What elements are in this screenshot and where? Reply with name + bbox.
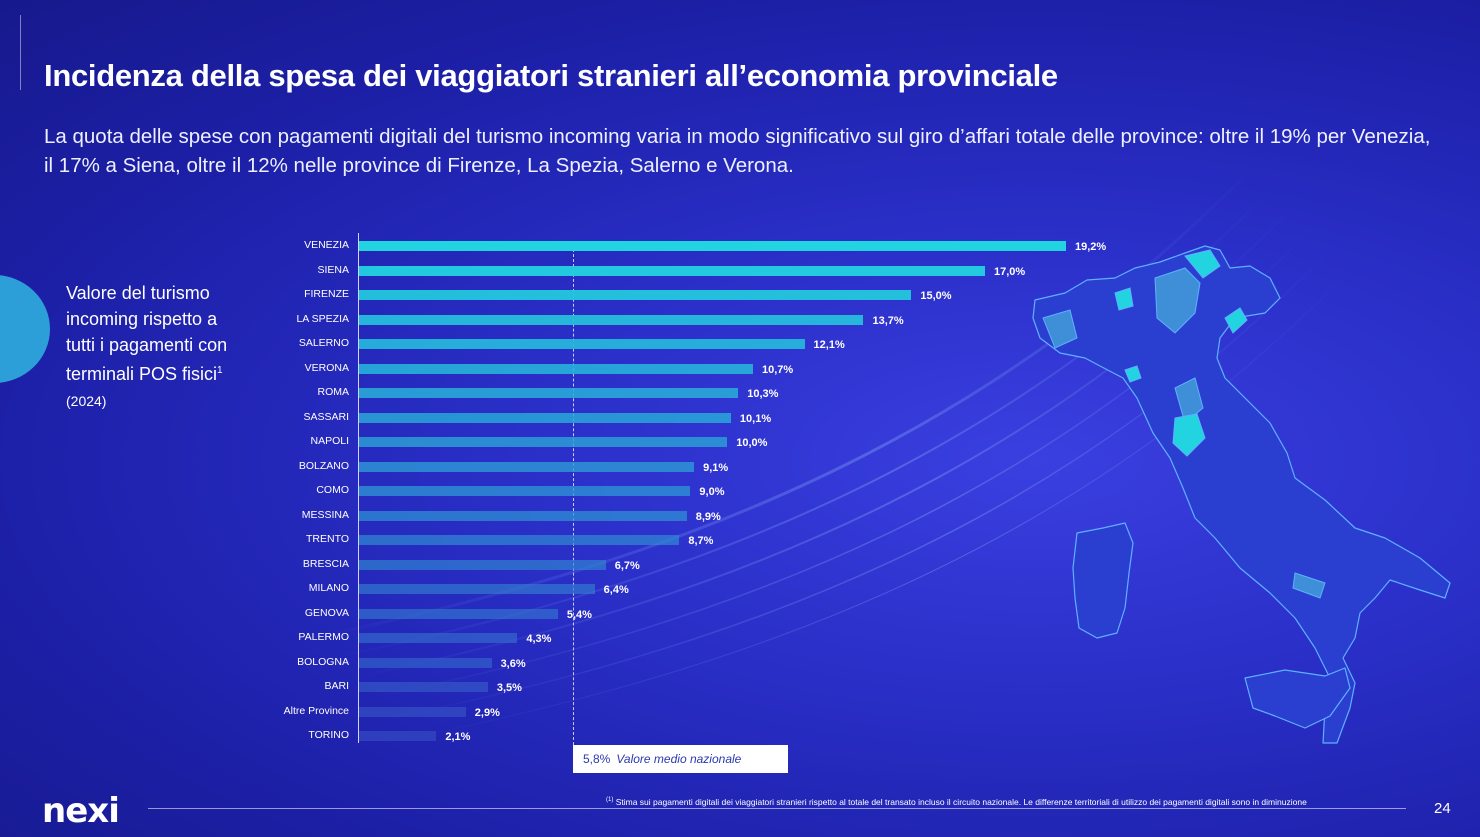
map-highlight-south (1292, 572, 1326, 599)
side-description-year: (2024) (66, 393, 107, 409)
bar (359, 510, 687, 521)
footnote-text: Stima sui pagamenti digitali dei viaggia… (615, 797, 1307, 807)
value-label: 8,9% (695, 510, 721, 523)
map-sicily (1244, 667, 1351, 729)
bar (359, 731, 437, 741)
category-label: Altre Province (283, 704, 349, 717)
bar (359, 682, 488, 692)
footnote: (1) Stima sui pagamenti digitali dei via… (606, 797, 1307, 807)
category-label: COMO (316, 484, 349, 496)
side-description-main: Valore del turismo incoming rispetto a t… (66, 283, 228, 384)
value-label: 19,2% (1075, 241, 1107, 253)
value-label: 2,1% (445, 731, 471, 743)
map-bolzano (1184, 249, 1221, 279)
value-label: 3,6% (500, 657, 526, 670)
bar (359, 388, 739, 398)
footnote-ref: 1 (217, 365, 223, 376)
bar (359, 437, 728, 447)
category-label: SALERNO (298, 337, 349, 349)
category-label: NAPOLI (310, 435, 349, 447)
map-highlight-center (1174, 377, 1204, 424)
value-label: 13,7% (872, 314, 904, 327)
average-legend-box: 5,8% Valore medio nazionale (573, 745, 788, 773)
side-description: Valore del turismo incoming rispetto a t… (66, 280, 241, 414)
category-label: TRENTO (306, 533, 349, 545)
category-label: ROMA (317, 386, 350, 398)
value-label: 6,7% (614, 559, 640, 572)
value-label: 12,1% (813, 339, 845, 351)
bar (359, 241, 1066, 251)
category-label: BOLZANO (298, 459, 349, 472)
bar (359, 486, 691, 496)
page-title: Incidenza della spesa dei viaggiatori st… (44, 58, 1058, 93)
bar (359, 584, 595, 594)
bar (359, 633, 518, 643)
footnote-marker: (1) (606, 797, 614, 804)
category-label: VENEZIA (304, 239, 349, 251)
category-label: MESSINA (301, 508, 349, 521)
chart-axis (358, 233, 359, 743)
bar (359, 657, 492, 668)
value-label: 3,5% (496, 682, 522, 694)
italy-map (1032, 245, 1451, 744)
category-label: FIRENZE (304, 288, 349, 300)
bar (359, 535, 680, 545)
map-highlight-north (1154, 267, 1201, 334)
bar (359, 412, 731, 423)
value-label: 15,0% (920, 290, 952, 302)
map-sardinia (1072, 522, 1134, 639)
page-subtitle: La quota delle spese con pagamenti digit… (44, 125, 1431, 177)
bar (359, 339, 805, 349)
category-label: PALERMO (298, 631, 349, 643)
value-label: 2,9% (474, 706, 500, 719)
category-label: MILANO (308, 582, 349, 594)
map-highlight-west (1042, 309, 1078, 349)
category-label: SASSARI (303, 410, 349, 423)
average-value: 5,8% (583, 752, 611, 766)
value-label: 17,0% (993, 265, 1026, 278)
value-label: 9,1% (703, 461, 729, 474)
average-label: Valore medio nazionale (616, 752, 742, 766)
value-label: 10,7% (762, 363, 794, 376)
bar (359, 461, 695, 472)
bar (359, 706, 466, 717)
bar (359, 314, 864, 325)
value-label: 10,3% (747, 388, 779, 400)
category-label: VERONA (304, 361, 349, 374)
category-label: SIENA (317, 263, 349, 276)
value-label: 9,0% (699, 486, 725, 498)
map-milano (1114, 287, 1134, 311)
average-reference-line (572, 249, 574, 745)
bar (359, 290, 912, 300)
category-label: LA SPEZIA (296, 312, 349, 325)
category-label: BOLOGNA (297, 655, 349, 668)
value-label: 8,7% (688, 535, 714, 547)
value-label: 5,4% (566, 608, 592, 621)
category-label: BRESCIA (302, 557, 349, 570)
map-siena (1172, 413, 1206, 457)
value-label: 10,1% (739, 412, 772, 425)
bar (359, 265, 985, 276)
value-label: 10,0% (736, 437, 768, 449)
bar (359, 608, 558, 619)
nexi-logo: nexi (42, 791, 120, 831)
footer-divider (148, 808, 1406, 809)
category-label: BARI (324, 680, 349, 692)
page-number: 24 (1434, 800, 1451, 817)
map-la-spezia (1124, 365, 1142, 383)
map-venezia (1224, 307, 1248, 334)
bar (359, 363, 753, 374)
category-label: TORINO (308, 729, 349, 741)
top-accent-line (20, 15, 21, 90)
value-label: 4,3% (526, 633, 552, 645)
value-label: 6,4% (603, 584, 629, 596)
bar (359, 559, 606, 570)
category-label: GENOVA (304, 606, 349, 619)
